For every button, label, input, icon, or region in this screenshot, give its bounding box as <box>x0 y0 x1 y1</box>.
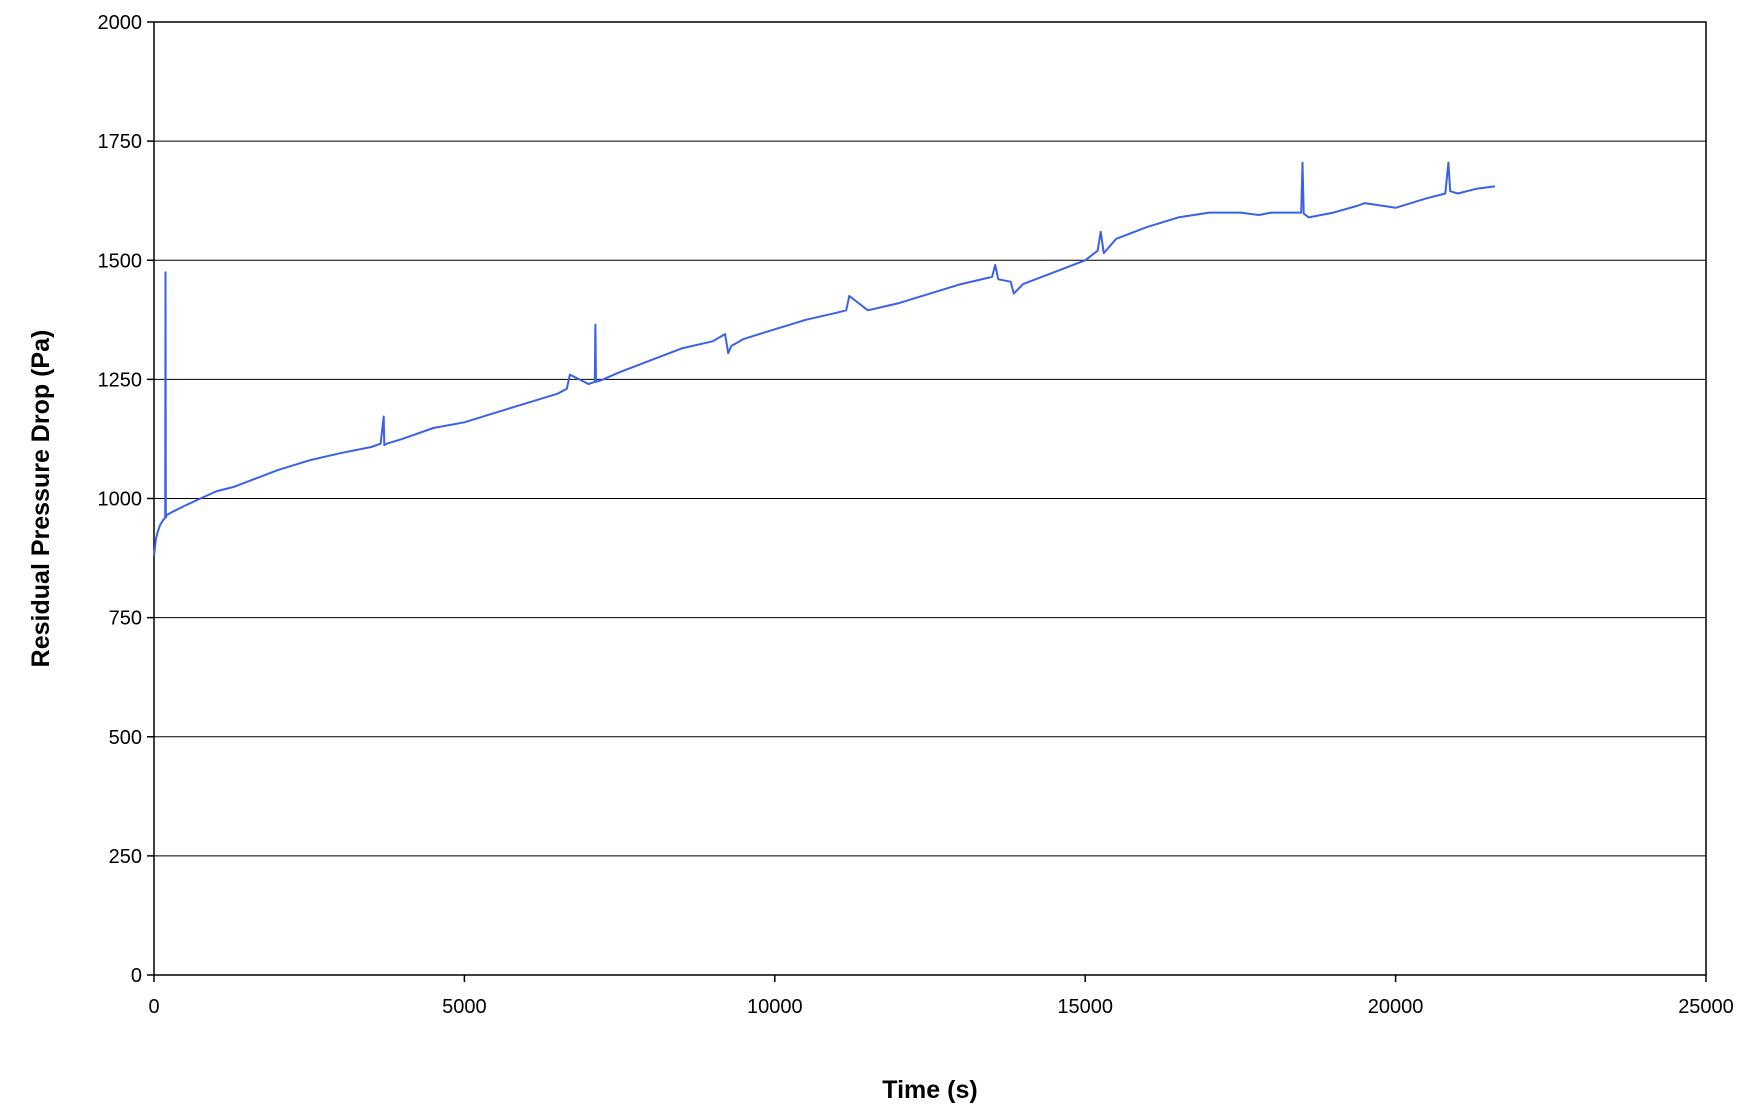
y-tick-label: 750 <box>109 608 142 630</box>
y-tick-label: 1750 <box>98 131 143 153</box>
y-axis-ticks: 0 250 500 750 1000 1250 1500 1750 2000 <box>98 12 154 987</box>
x-axis-title: Time (s) <box>882 1076 977 1104</box>
y-tick-label: 1000 <box>98 489 143 511</box>
y-axis-title: Residual Pressure Drop (Pa) <box>27 330 55 668</box>
x-tick-label: 5000 <box>442 996 487 1018</box>
y-tick-label: 250 <box>109 846 142 868</box>
x-tick-label: 10000 <box>747 996 803 1018</box>
x-tick-label: 15000 <box>1057 996 1113 1018</box>
x-axis-ticks: 0 5000 10000 15000 20000 25000 <box>148 975 1734 1018</box>
x-tick-label: 0 <box>148 996 159 1018</box>
y-tick-label: 1250 <box>98 369 143 391</box>
y-tick-label: 0 <box>131 965 142 987</box>
x-tick-label: 25000 <box>1678 996 1734 1018</box>
y-tick-label: 1500 <box>98 250 143 272</box>
gridlines <box>154 140 1706 857</box>
y-tick-label: 500 <box>109 727 142 749</box>
series-line <box>153 161 1496 556</box>
x-tick-label: 20000 <box>1368 996 1424 1018</box>
y-tick-label: 2000 <box>98 12 143 34</box>
